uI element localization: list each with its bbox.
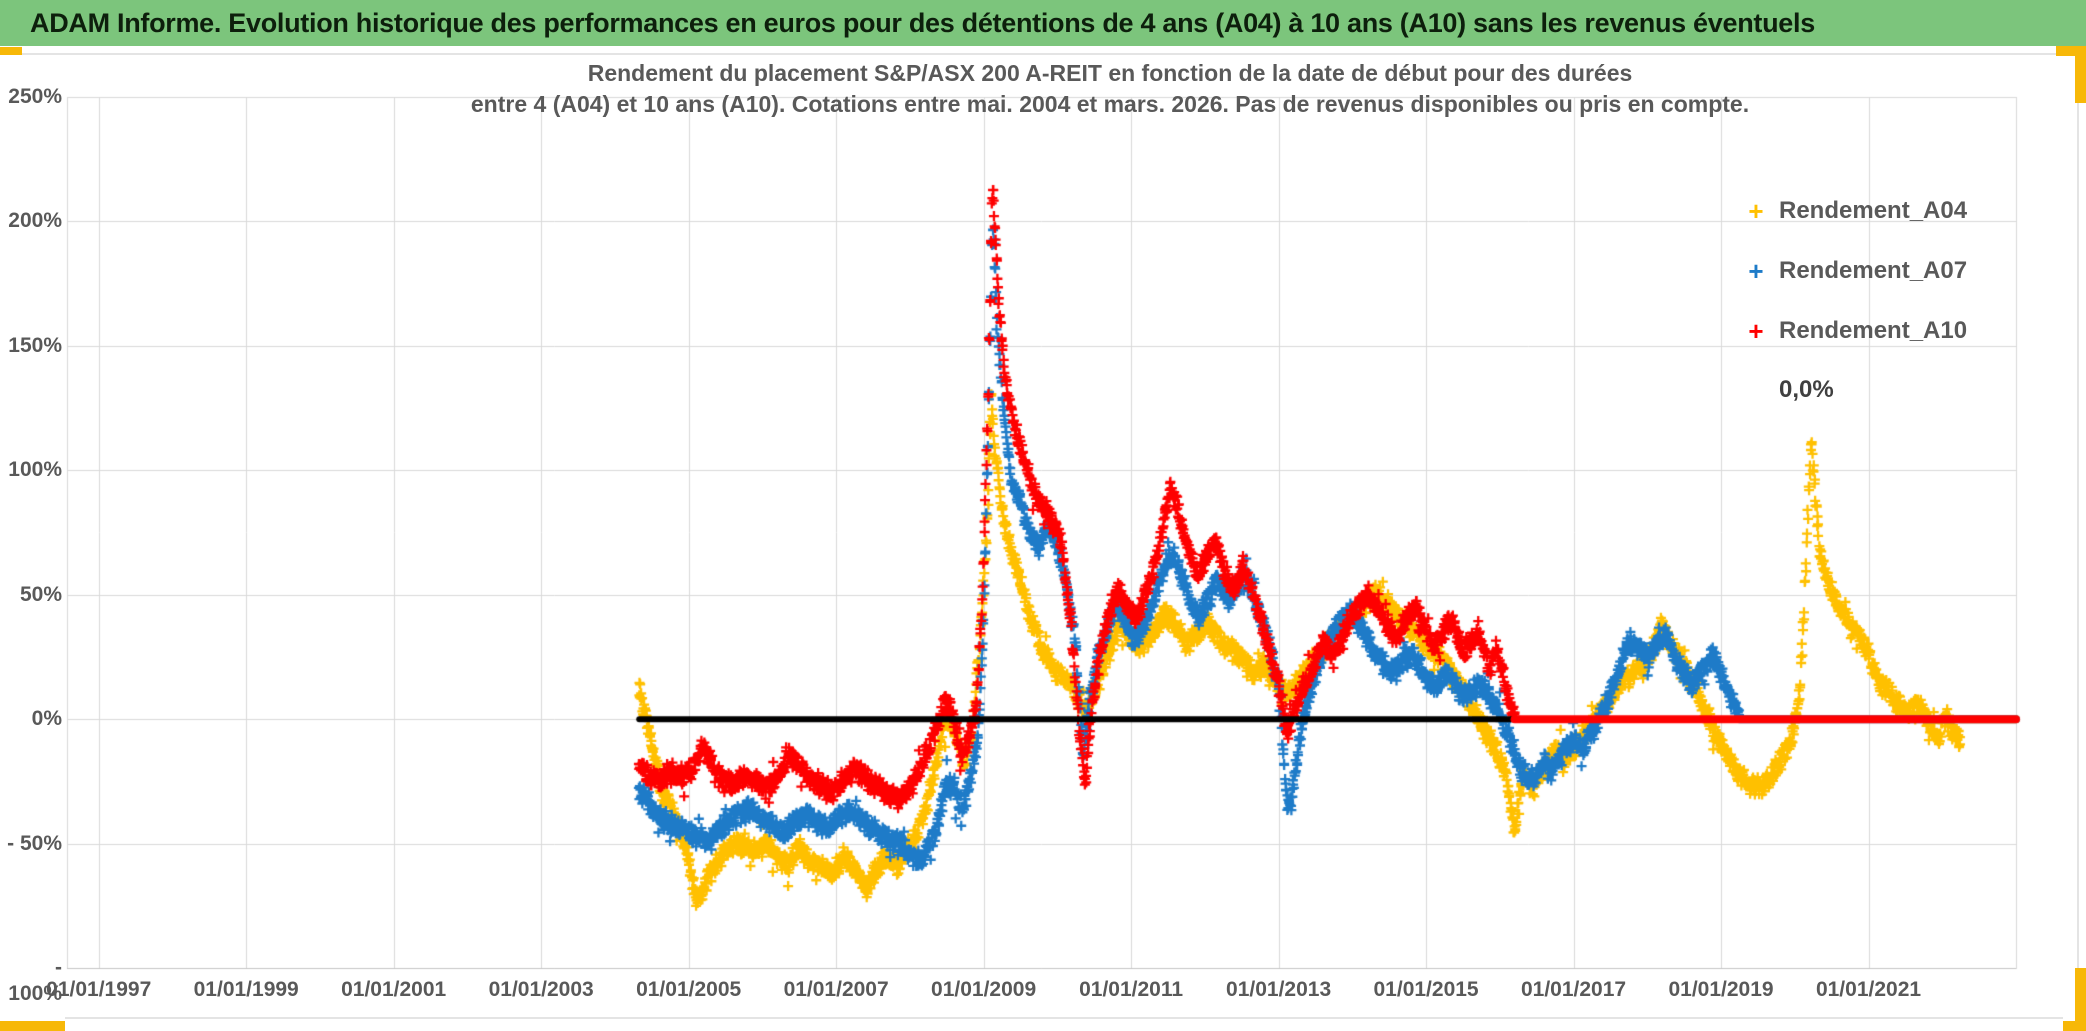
- x-tick-label: 01/01/1999: [193, 978, 299, 1001]
- frame-accent-top-left: [0, 47, 22, 55]
- x-tick-label: 01/01/2019: [1668, 978, 1774, 1001]
- legend-item-rendement-a10[interactable]: + Rendement_A10: [1733, 314, 1967, 348]
- y-tick-label: 0%: [31, 707, 62, 731]
- x-tick-label: 01/01/2021: [1815, 978, 1922, 1001]
- x-tick-label: 01/01/1997: [46, 978, 152, 1001]
- x-tick-label: 01/01/2015: [1373, 978, 1479, 1001]
- frame-accent-top-right-h: [2056, 45, 2086, 56]
- y-tick-label: 50%: [19, 582, 62, 606]
- frame-accent-bottom-right-v: [2075, 968, 2086, 1031]
- frame-line-right: [2077, 103, 2079, 968]
- header-banner: ADAM Informe. Evolution historique des p…: [0, 0, 2086, 46]
- x-tick-label: 01/01/2017: [1520, 978, 1627, 1001]
- plus-marker-icon: +: [1748, 316, 1764, 346]
- plus-marker-icon: +: [1748, 256, 1764, 286]
- frame-accent-bottom-right-h: [2063, 1021, 2086, 1031]
- y-tick-label: 250%: [8, 85, 62, 108]
- x-tick-label: 01/01/2007: [783, 978, 889, 1001]
- chart-title-line2: entre 4 (A04) et 10 ans (A10). Cotations…: [470, 91, 1750, 117]
- y-tick-label: 100%: [8, 458, 62, 482]
- x-tick-label: 01/01/2009: [931, 978, 1037, 1001]
- y-tick-label: 200%: [8, 209, 62, 233]
- y-tick-label: - 100%: [8, 956, 62, 1005]
- frame-accent-bottom-left: [0, 1021, 65, 1031]
- x-tick-label: 01/01/2013: [1226, 978, 1332, 1001]
- y-tick-label: - 50%: [7, 831, 62, 855]
- frame-line-top: [22, 53, 2056, 55]
- legend-item-zero-line[interactable]: 0,0%: [1733, 373, 1834, 407]
- legend-label: Rendement_A10: [1779, 317, 1968, 344]
- plus-marker-icon: +: [1748, 196, 1764, 226]
- legend-label: Rendement_A04: [1779, 197, 1968, 224]
- legend-item-rendement-a04[interactable]: + Rendement_A04: [1733, 194, 1967, 228]
- legend-item-rendement-a07[interactable]: + Rendement_A07: [1733, 254, 1967, 288]
- chart-title-line1: Rendement du placement S&P/ASX 200 A-REI…: [587, 60, 1633, 86]
- legend-label: 0,0%: [1779, 376, 1834, 403]
- y-tick-label: 150%: [8, 333, 62, 357]
- frame-accent-top-right-v: [2075, 45, 2086, 103]
- x-tick-label: 01/01/2011: [1079, 978, 1184, 1001]
- legend-label: Rendement_A07: [1779, 257, 1968, 284]
- x-tick-label: 01/01/2001: [341, 978, 447, 1001]
- x-tick-label: 01/01/2005: [636, 978, 742, 1001]
- page-title: ADAM Informe. Evolution historique des p…: [30, 7, 1815, 38]
- frame-line-bottom: [65, 1017, 2063, 1019]
- x-tick-label: 01/01/2003: [488, 978, 594, 1001]
